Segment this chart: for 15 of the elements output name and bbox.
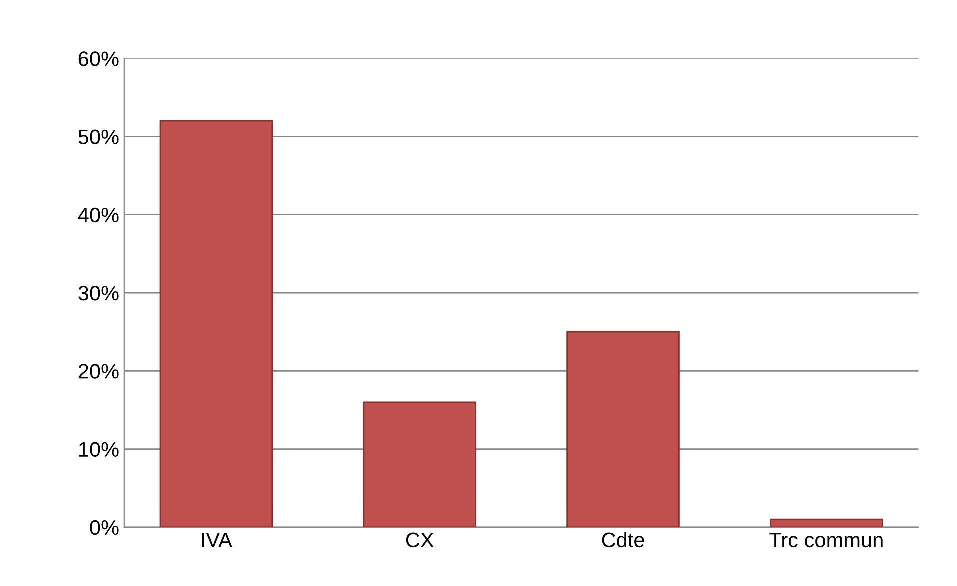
y-tick-label: 20% xyxy=(78,364,119,379)
bar xyxy=(770,518,884,528)
x-tick-label: Trc commun xyxy=(770,533,883,548)
y-tick-label: 60% xyxy=(78,52,119,66)
x-tick-label: IVA xyxy=(202,533,232,548)
bar xyxy=(160,120,274,528)
bar xyxy=(363,402,476,528)
y-tick-label: 40% xyxy=(78,208,119,223)
bar xyxy=(566,331,680,528)
y-tick-label: 30% xyxy=(78,286,119,301)
x-tick-label: CX xyxy=(406,532,434,548)
y-tick-label: 0% xyxy=(90,520,119,536)
y-tick-label: 10% xyxy=(79,442,119,458)
x-tick-label: Cdte xyxy=(602,532,644,548)
y-tick-label: 50% xyxy=(78,130,119,144)
